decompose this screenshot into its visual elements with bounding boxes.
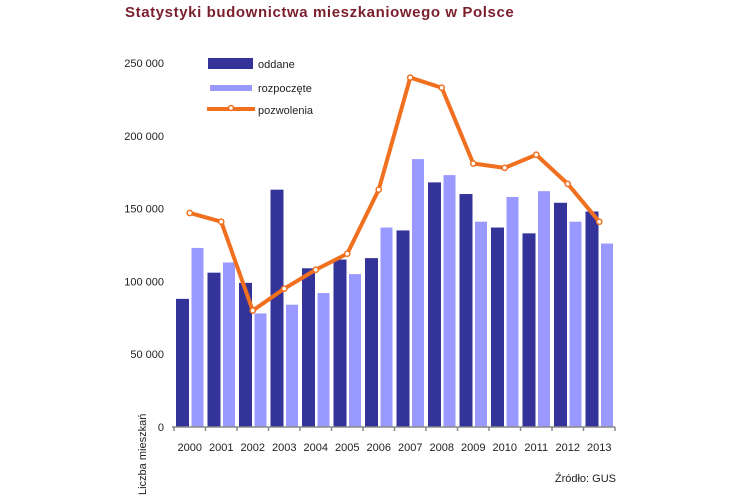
x-tick-label: 2007 — [398, 442, 422, 454]
x-tick-label: 2010 — [493, 442, 517, 454]
legend-swatch-oddane — [208, 58, 253, 69]
legend-marker-pozwolenia — [227, 104, 235, 112]
y-tick-label: 50 000 — [130, 349, 164, 361]
point-pozwolenia-2007 — [406, 74, 414, 81]
chart-title: Statystyki budownictwa mieszkaniowego w … — [125, 4, 514, 21]
legend-swatch-rozpoczete — [210, 85, 252, 91]
bar-oddane-2008 — [428, 182, 441, 427]
bar-rozpoczete-2011 — [538, 191, 550, 427]
source-note: Źródło: GUS — [555, 472, 616, 485]
bar-oddane-2001 — [207, 272, 221, 427]
point-pozwolenia-2005 — [343, 250, 351, 258]
x-tick-label: 2005 — [335, 442, 359, 454]
bar-oddane-2010 — [491, 227, 504, 427]
bar-rozpoczete-2007 — [412, 159, 424, 427]
x-axis-labels: 2000 2001 2002 2003 2004 2005 2006 2007 2008 2009… — [178, 442, 612, 454]
bar-oddane-2012 — [554, 202, 567, 427]
legend-label-rozpoczete: rozpoczęte — [258, 83, 312, 95]
point-pozwolenia-2013 — [595, 218, 603, 226]
bar-oddane-2006 — [365, 258, 378, 427]
point-pozwolenia-2012 — [564, 180, 572, 188]
bar-rozpoczete-2006 — [380, 227, 393, 427]
x-tick-label: 2008 — [430, 442, 454, 454]
bar-rozpoczete-2005 — [349, 274, 361, 427]
line-pozwolenia — [189, 75, 601, 313]
legend: oddane rozpoczęte pozwolenia — [207, 58, 314, 117]
bar-rozpoczete-2013 — [601, 243, 613, 427]
bar-rozpoczete-2003 — [286, 304, 298, 427]
bar-oddane-2004 — [302, 268, 315, 427]
x-tick-label: 2004 — [304, 442, 328, 454]
bar-oddane-2002 — [239, 282, 252, 427]
point-pozwolenia-2011 — [532, 151, 540, 159]
point-pozwolenia-2000 — [186, 209, 194, 217]
bar-oddane-2011 — [522, 233, 536, 427]
point-pozwolenia-2002 — [249, 307, 257, 314]
bar-rozpoczete-2001 — [223, 262, 235, 427]
bar-oddane-2005 — [333, 259, 347, 427]
bar-rozpoczete-2010 — [506, 196, 519, 427]
x-tick-label: 2002 — [241, 442, 265, 454]
x-tick-label: 2009 — [461, 442, 485, 454]
y-axis-ticks: 0 50 000 100 000 150 000 200 000 250 000 — [124, 58, 164, 434]
point-pozwolenia-2008 — [438, 84, 446, 92]
y-axis-label: Liczba mieszkań — [137, 414, 149, 495]
point-pozwolenia-2010 — [501, 164, 509, 172]
bar-rozpoczete-2012 — [569, 221, 582, 427]
y-tick-label: 200 000 — [124, 131, 164, 143]
point-pozwolenia-2001 — [217, 218, 225, 226]
bar-rozpoczete-2002 — [254, 313, 267, 427]
legend-label-oddane: oddane — [258, 59, 295, 71]
x-tick-label: 2000 — [178, 442, 202, 454]
bar-oddane-2007 — [396, 230, 410, 427]
y-tick-label: 150 000 — [124, 204, 164, 216]
y-tick-label: 100 000 — [124, 276, 164, 288]
x-tick-label: 2011 — [524, 442, 548, 454]
bars — [176, 159, 613, 427]
bar-oddane-2013 — [585, 211, 599, 427]
line-series — [186, 74, 603, 314]
x-tick-label: 2001 — [209, 442, 233, 454]
x-axis — [172, 426, 616, 431]
y-tick-label: 0 — [158, 422, 164, 434]
bar-oddane-2003 — [270, 189, 284, 427]
bar-oddane-2000 — [176, 298, 189, 427]
bar-rozpoczete-2000 — [191, 247, 204, 427]
bar-rozpoczete-2009 — [475, 221, 487, 427]
point-pozwolenia-2003 — [280, 285, 288, 293]
point-pozwolenia-2004 — [312, 266, 320, 274]
x-tick-label: 2012 — [556, 442, 580, 454]
bar-rozpoczete-2008 — [443, 175, 456, 427]
point-pozwolenia-2006 — [375, 186, 383, 194]
bar-rozpoczete-2004 — [317, 293, 330, 427]
bar-oddane-2009 — [459, 194, 473, 427]
x-tick-label: 2003 — [272, 442, 296, 454]
y-tick-label: 250 000 — [124, 58, 164, 70]
point-pozwolenia-2009 — [469, 160, 477, 167]
legend-label-pozwolenia: pozwolenia — [258, 105, 314, 117]
x-tick-label: 2013 — [587, 442, 611, 454]
x-tick-label: 2006 — [367, 442, 391, 454]
